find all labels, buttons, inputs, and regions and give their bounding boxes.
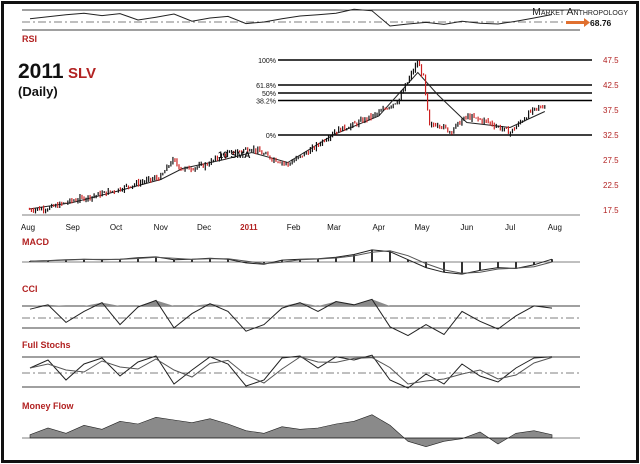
- panel-title-rsi: RSI: [22, 34, 37, 44]
- rsi-pointer-arrow: [566, 18, 590, 27]
- x-tick-label: Aug: [21, 223, 35, 232]
- fib-label: 38.2%: [256, 99, 276, 106]
- fib-label: 100%: [258, 58, 276, 65]
- rsi-value: 68.76: [590, 18, 612, 28]
- x-tick-label: Feb: [287, 223, 301, 232]
- fib-label: 50%: [262, 91, 276, 98]
- y-tick-label: 32.5: [603, 131, 619, 140]
- chart-year-title: 2011: [18, 60, 64, 83]
- y-tick-label: 37.5: [603, 106, 619, 115]
- x-tick-label: 2011: [240, 223, 258, 232]
- y-tick-label: 22.5: [603, 181, 619, 190]
- y-tick-label: 17.5: [603, 206, 619, 215]
- x-tick-label: May: [415, 223, 430, 232]
- rsi-panel: RSI Market Anthropology 68.76: [22, 6, 628, 44]
- sma-annotation: 10 SMA: [218, 150, 251, 160]
- price-panel: 100% 61.8%50%38.2% 0% 47.5 42.5 37.5 32.5 27.5…: [18, 56, 619, 232]
- stoch-d-line: [29, 356, 553, 385]
- cci-line: [29, 298, 553, 337]
- rsi-line: [29, 8, 553, 27]
- fib-label: 61.8%: [256, 83, 276, 90]
- x-tick-label: Jun: [460, 223, 473, 232]
- macd-panel: MACD: [22, 237, 580, 275]
- panel-title-cci: CCI: [22, 284, 38, 294]
- fib-label: 0%: [266, 133, 276, 140]
- x-tick-label: Nov: [154, 223, 168, 232]
- x-tick-label: Sep: [66, 223, 81, 232]
- money-flow-panel: Money Flow: [22, 401, 580, 448]
- macd-signal-line: [29, 250, 553, 274]
- cci-panel: CCI: [22, 284, 580, 337]
- price-x-axis: Aug Sep Oct Nov Dec 2011 Feb Mar Apr May Jun Jul Aug: [21, 223, 562, 232]
- chart-symbol: SLV: [68, 65, 96, 82]
- x-tick-label: Oct: [110, 223, 123, 232]
- x-tick-label: Aug: [548, 223, 562, 232]
- money-flow-area: [29, 414, 553, 448]
- y-tick-label: 42.5: [603, 81, 619, 90]
- panel-title-money-flow: Money Flow: [22, 401, 74, 411]
- cci-extreme-fill: [30, 299, 552, 306]
- x-tick-label: Dec: [197, 223, 211, 232]
- x-tick-label: Apr: [373, 223, 386, 232]
- x-tick-label: Mar: [327, 223, 341, 232]
- stoch-k-line: [29, 354, 553, 389]
- brand-watermark: Market Anthropology: [532, 6, 628, 18]
- y-tick-label: 47.5: [603, 56, 619, 65]
- price-y-axis: 47.5 42.5 37.5 32.5 27.5 22.5 17.5: [603, 56, 619, 215]
- panel-title-stochs: Full Stochs: [22, 340, 71, 350]
- price-bars: [28, 60, 546, 214]
- chart-period: (Daily): [18, 84, 58, 99]
- y-tick-label: 27.5: [603, 156, 619, 165]
- x-tick-label: Jul: [505, 223, 515, 232]
- stochastics-panel: Full Stochs: [22, 340, 580, 389]
- panel-title-macd: MACD: [22, 237, 49, 247]
